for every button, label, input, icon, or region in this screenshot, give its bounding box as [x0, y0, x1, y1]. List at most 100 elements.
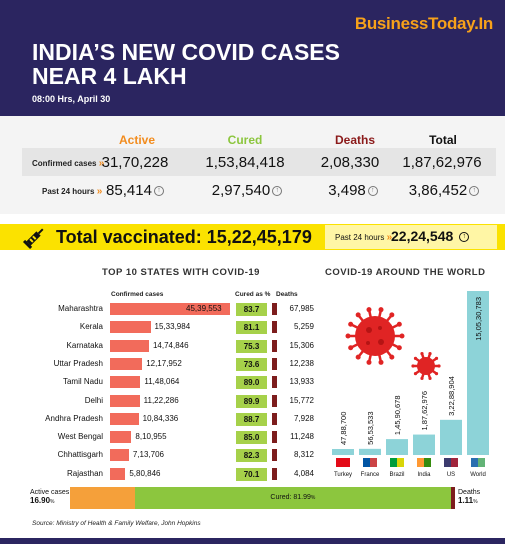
state-death-mark [272, 449, 277, 462]
state-label: West Bengal [57, 432, 103, 442]
up-arrow-icon: ↑ [272, 186, 283, 197]
confirmed-cured: 1,53,84,418 [205, 154, 285, 171]
state-case-value: 5,80,846 [129, 468, 161, 478]
state-case-bar [110, 339, 149, 352]
outcome-segment: Cured: 81.99% [135, 487, 451, 509]
state-case-bar [110, 321, 151, 334]
col-header-cases: Confirmed cases [111, 291, 164, 298]
state-case-bar [110, 467, 126, 480]
state-death-value: 4,084 [293, 468, 314, 478]
vaccination-past24-value: 22,24,548 ↑ [391, 228, 470, 244]
state-death-value: 15,772 [289, 395, 314, 405]
outcome-bar: Cured: 81.99% [70, 487, 455, 509]
country-flag-stripe [397, 458, 404, 467]
up-arrow-icon: ↑ [459, 232, 470, 243]
country-flag-stripe [370, 458, 377, 467]
header-active: Active [118, 133, 156, 147]
state-label: Andhra Pradesh [45, 413, 103, 423]
state-cured-pct: 88.7 [236, 412, 267, 426]
world-bar [359, 448, 381, 455]
state-cured-pct: 70.1 [236, 467, 267, 481]
state-case-value: 14,74,846 [152, 340, 189, 350]
state-case-bar [110, 449, 129, 462]
world-bar-value: 1,45,90,678 [393, 395, 402, 435]
state-death-mark [272, 321, 277, 334]
syringe-icon [22, 228, 44, 249]
confirmed-row [22, 148, 496, 176]
state-label: Kerala [79, 322, 103, 332]
world-bar [386, 439, 408, 455]
up-arrow-icon: ↑ [367, 186, 378, 197]
state-cured-pct: 75.3 [236, 339, 267, 353]
brand-logo: BusinessToday.In [354, 14, 493, 33]
state-case-bar [110, 357, 143, 370]
state-case-value: 45,39,553 [186, 304, 222, 313]
state-cured-pct: 81.1 [236, 321, 267, 335]
state-label: Chhattisgarh [57, 450, 103, 460]
state-case-bar [110, 412, 139, 425]
state-cured-pct: 89.0 [236, 376, 267, 390]
source-note: Source: Ministry of Health & Family Welf… [32, 520, 201, 527]
state-cured-pct: 73.6 [236, 357, 267, 371]
world-bar [440, 419, 462, 455]
col-header-deaths: Deaths [276, 291, 298, 298]
country-flag-stripe [451, 458, 458, 467]
state-case-value: 7,13,706 [132, 450, 164, 460]
state-case-value: 11,22,286 [143, 395, 179, 405]
up-arrow-icon: ↑ [153, 186, 164, 197]
state-case-value: 11,48,064 [144, 377, 180, 387]
world-chart-title: COVID-19 AROUND THE WORLD [325, 267, 486, 278]
state-case-value: 15,33,984 [154, 322, 191, 332]
states-chart-title: TOP 10 STATES WITH COVID-19 [102, 267, 260, 278]
state-death-mark [272, 412, 277, 425]
state-case-value: 8,10,955 [135, 432, 167, 442]
state-death-value: 5,259 [293, 322, 314, 332]
state-death-mark [272, 339, 277, 352]
state-label: Delhi [84, 395, 103, 405]
world-bar [467, 291, 489, 455]
last24-label: Past 24 hours » [42, 186, 103, 197]
confirmed-label: Confirmed cases » [32, 158, 105, 169]
country-flag-stripe [343, 458, 350, 467]
virus-illustration-icon [345, 307, 441, 380]
state-death-value: 7,928 [293, 413, 314, 423]
world-country-label: Brazil [389, 472, 404, 478]
state-cured-pct: 85.0 [236, 431, 267, 445]
header-banner [0, 0, 505, 116]
state-cured-pct: 82.3 [236, 449, 267, 463]
state-death-value: 15,306 [289, 340, 314, 350]
col-header-cured: Cured as % [235, 291, 271, 298]
world-country-label: France [361, 472, 380, 478]
world-bar-value: 56,53,533 [366, 411, 375, 444]
footer-band [0, 538, 505, 544]
active-share-label: Active cases 16.90% [30, 489, 70, 505]
timestamp: 08:00 Hrs, April 30 [32, 94, 111, 104]
world-country-label: Turkey [334, 472, 352, 478]
outcome-segment [450, 487, 455, 509]
state-death-value: 11,248 [290, 432, 314, 442]
vaccination-past24-label: Past 24 hours » [335, 232, 393, 243]
header-total: Total [429, 133, 457, 147]
state-label: Maharashtra [58, 304, 103, 313]
world-bar-value: 47,88,700 [339, 412, 348, 445]
world-country-label: US [447, 472, 455, 478]
country-flag-stripe [478, 458, 485, 467]
world-bar [413, 434, 435, 455]
last24-deaths: 3,498 ↑ [298, 182, 408, 199]
cured-share-label: Cured: 81.99 [270, 494, 311, 501]
deaths-share-label: Deaths 1.11% [458, 489, 481, 505]
last24-active: 85,414 ↑ [80, 182, 190, 199]
state-death-mark [272, 357, 277, 370]
country-flag-stripe [424, 458, 431, 467]
state-death-value: 13,933 [289, 377, 314, 387]
header-deaths: Deaths [334, 133, 375, 147]
cured-share-unit: % [310, 495, 316, 501]
world-chart: 47,88,700 Turkey 56,53,533 France 1,45,90,67… [332, 291, 489, 478]
state-case-bar [110, 376, 141, 389]
state-case-value: 12,17,952 [146, 358, 182, 368]
title-line-2: NEAR 4 LAKH [32, 63, 187, 89]
stats-panel: Active Cured Deaths Total Confirmed case… [0, 116, 505, 214]
state-cured-pct: 89.9 [236, 394, 267, 408]
world-country-label: India [417, 472, 431, 478]
state-death-mark [272, 376, 277, 389]
